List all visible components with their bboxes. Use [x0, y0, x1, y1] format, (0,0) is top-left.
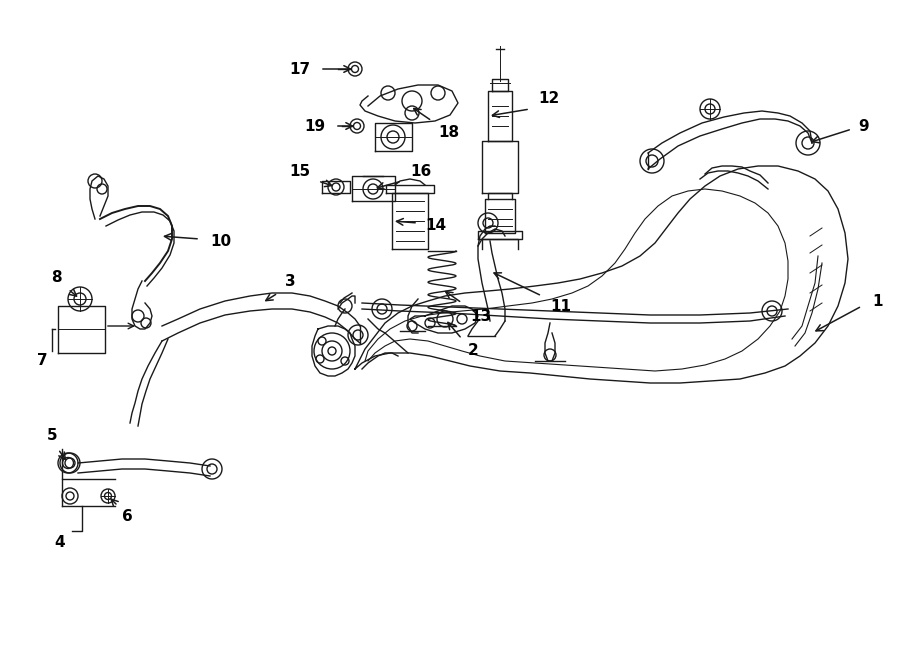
Text: 11: 11 — [550, 299, 571, 314]
Text: 14: 14 — [425, 217, 446, 233]
Text: 10: 10 — [210, 233, 231, 249]
Text: 2: 2 — [468, 343, 479, 358]
Text: 19: 19 — [304, 118, 325, 134]
Text: 7: 7 — [37, 353, 48, 368]
Text: 6: 6 — [122, 509, 133, 524]
Text: 8: 8 — [51, 270, 62, 285]
Text: 9: 9 — [858, 118, 868, 134]
Text: 15: 15 — [289, 164, 310, 179]
Text: 5: 5 — [47, 428, 58, 443]
Text: 4: 4 — [54, 535, 65, 550]
Text: 13: 13 — [470, 309, 491, 324]
Text: 1: 1 — [872, 293, 883, 309]
Text: 18: 18 — [438, 125, 459, 140]
Text: 12: 12 — [538, 91, 559, 106]
Text: 17: 17 — [289, 61, 310, 77]
Text: 16: 16 — [410, 164, 431, 179]
Text: 3: 3 — [285, 274, 295, 289]
